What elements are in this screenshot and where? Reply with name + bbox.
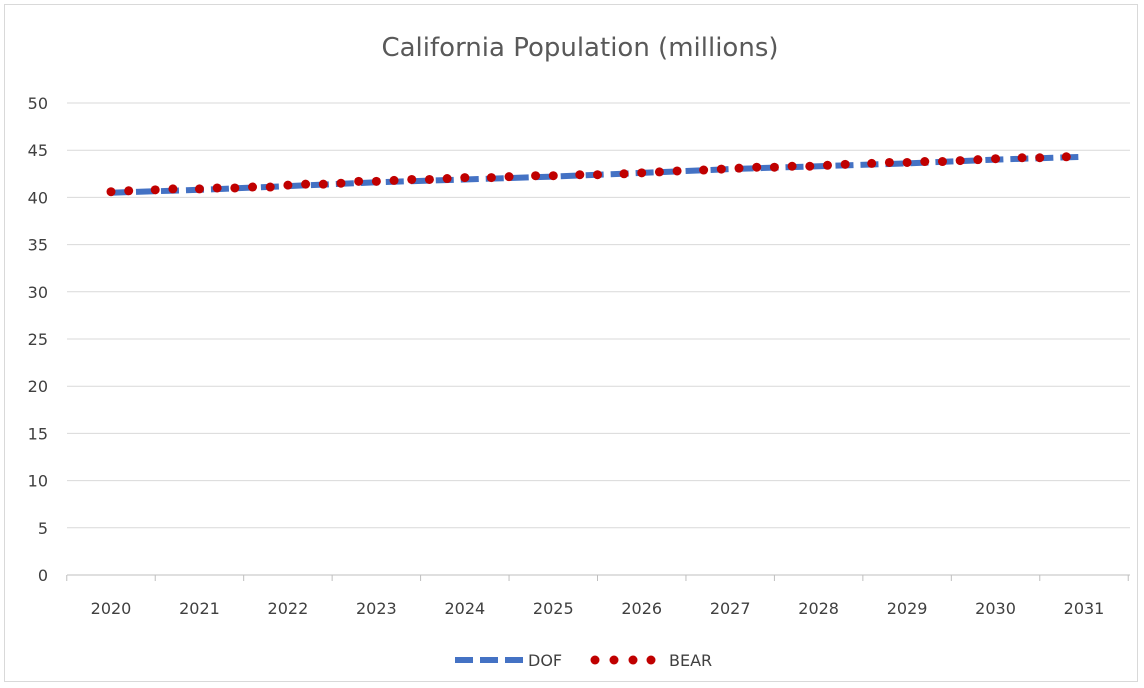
x-tick-label: 2026	[621, 599, 662, 618]
series-bear-point	[460, 173, 470, 183]
series-bear-point	[937, 157, 947, 167]
series-bear-point	[973, 155, 983, 165]
x-tick-label: 2029	[887, 599, 928, 618]
series-bear-point	[1035, 153, 1045, 163]
series-bear-point	[593, 170, 602, 180]
series-bear-point	[212, 183, 222, 193]
series-bear-point	[389, 175, 399, 185]
series-bear-point	[654, 167, 664, 177]
series-bear-point	[1017, 153, 1027, 163]
y-tick-label: 40	[28, 188, 48, 207]
y-tick-label: 50	[28, 94, 48, 113]
series-bear-point	[531, 171, 541, 181]
series-bear-point	[955, 156, 965, 166]
y-tick-label: 45	[28, 141, 48, 160]
series-bear-point	[354, 176, 364, 186]
x-tick-label: 2027	[710, 599, 751, 618]
series-bear-point	[230, 183, 240, 193]
series-bear-point	[265, 182, 275, 192]
legend-bear-label: BEAR	[669, 651, 712, 670]
y-tick-label: 5	[38, 519, 48, 538]
legend-bear-swatch-dot	[609, 655, 619, 665]
series-bear-point	[619, 169, 629, 179]
series-bear-point	[407, 174, 417, 184]
series-bear-point	[336, 178, 346, 188]
chart-title: California Population (millions)	[381, 33, 778, 63]
series-bear-point	[194, 184, 204, 194]
legend-bear-swatch-dot	[628, 655, 638, 665]
x-tick-label: 2021	[179, 599, 220, 618]
x-axis: 2020 2021 2022 2023 2024 2025 2026 2027 2028 2029…	[66, 574, 1130, 618]
legend-bear-swatch-dot	[646, 655, 656, 665]
x-tick-label: 2028	[798, 599, 839, 618]
series-bear-point	[822, 160, 832, 170]
series-bear-point	[672, 166, 682, 176]
x-tick-label: 2023	[356, 599, 397, 618]
series-layer	[106, 152, 1085, 197]
legend: DOF BEAR	[455, 651, 712, 670]
series-bear-point	[442, 174, 452, 184]
series-bear-point	[769, 162, 779, 172]
legend-bear-swatch-dot	[590, 655, 600, 665]
series-bear-point	[734, 163, 744, 173]
series-bear-point	[486, 173, 496, 183]
y-tick-label: 15	[28, 424, 48, 443]
y-tick-label: 35	[28, 236, 48, 255]
series-bear-point	[920, 157, 930, 167]
series-bear-point	[150, 185, 160, 195]
x-tick-label: 2030	[975, 599, 1016, 618]
gridlines	[67, 102, 1130, 529]
series-bear-point	[991, 154, 1001, 164]
series-bear-point	[787, 161, 797, 171]
series-bear-point	[504, 172, 514, 182]
series-bear-point	[301, 179, 311, 189]
y-tick-label: 20	[28, 377, 48, 396]
y-tick-label: 10	[28, 472, 48, 491]
series-bear-point	[1061, 152, 1071, 162]
series-bear-point	[805, 161, 815, 171]
series-bear-point	[867, 158, 877, 168]
legend-dof-label: DOF	[528, 651, 562, 670]
series-bear-point	[371, 176, 381, 186]
series-bear-point	[424, 174, 434, 184]
y-tick-label: 0	[38, 566, 48, 585]
series-bear-point	[575, 170, 585, 180]
series-bear-point	[902, 157, 912, 167]
series-bear-point	[168, 184, 178, 194]
series-bear-point	[248, 182, 258, 192]
x-tick-label: 2022	[268, 599, 309, 618]
series-bear-point	[716, 164, 726, 174]
series-bear-point	[752, 162, 762, 172]
series-bear-point	[637, 168, 647, 178]
y-tick-label: 30	[28, 283, 48, 302]
series-bear-point	[106, 187, 116, 197]
series-bear-point	[884, 157, 894, 167]
series-bear-point	[840, 159, 850, 169]
x-tick-label: 2031	[1064, 599, 1105, 618]
series-bear-point	[283, 180, 293, 190]
y-axis: 0 5 10 15 20 25 30 35 40 45 50	[28, 94, 48, 585]
chart-frame	[4, 4, 1138, 682]
x-tick-label: 2025	[533, 599, 574, 618]
x-tick-label: 2020	[91, 599, 132, 618]
series-bear-point	[548, 171, 558, 181]
series-bear-point	[124, 186, 134, 196]
series-bear-point	[318, 179, 328, 189]
x-tick-label: 2024	[444, 599, 485, 618]
series-bear-point	[699, 165, 709, 175]
y-tick-label: 25	[28, 330, 48, 349]
